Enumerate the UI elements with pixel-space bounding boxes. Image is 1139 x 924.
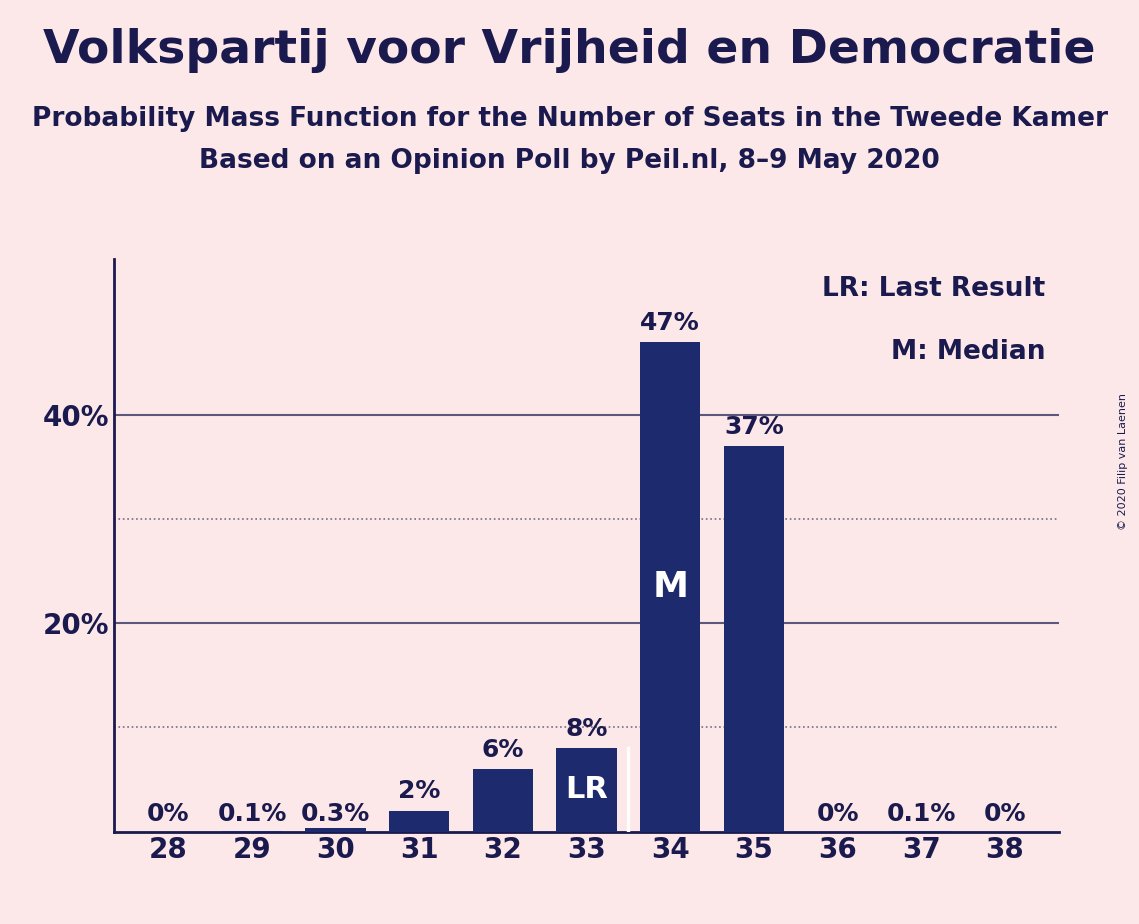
Text: 47%: 47% [640,310,700,334]
Text: 0.1%: 0.1% [886,802,956,826]
Bar [473,769,533,832]
Text: Volkspartij voor Vrijheid en Democratie: Volkspartij voor Vrijheid en Democratie [43,28,1096,73]
Bar [891,831,951,832]
Text: LR: Last Result: LR: Last Result [822,276,1046,302]
Text: 0%: 0% [984,802,1026,826]
Text: 2%: 2% [398,780,441,804]
Text: 0%: 0% [147,802,189,826]
Text: LR: LR [565,775,608,805]
Text: M: Median: M: Median [891,339,1046,365]
Text: M: M [653,570,688,603]
Text: 0.3%: 0.3% [301,802,370,826]
Text: Based on an Opinion Poll by Peil.nl, 8–9 May 2020: Based on an Opinion Poll by Peil.nl, 8–9… [199,148,940,174]
Text: 37%: 37% [724,415,784,439]
Bar [723,446,784,832]
Text: Probability Mass Function for the Number of Seats in the Tweede Kamer: Probability Mass Function for the Number… [32,106,1107,132]
Text: 0%: 0% [817,802,859,826]
Bar [557,748,616,832]
Bar [305,829,366,832]
Text: 0.1%: 0.1% [218,802,287,826]
Bar [390,810,450,832]
Text: © 2020 Filip van Laenen: © 2020 Filip van Laenen [1117,394,1128,530]
Bar [640,342,700,832]
Bar [222,831,282,832]
Text: 8%: 8% [565,717,608,741]
Text: 6%: 6% [482,737,524,761]
